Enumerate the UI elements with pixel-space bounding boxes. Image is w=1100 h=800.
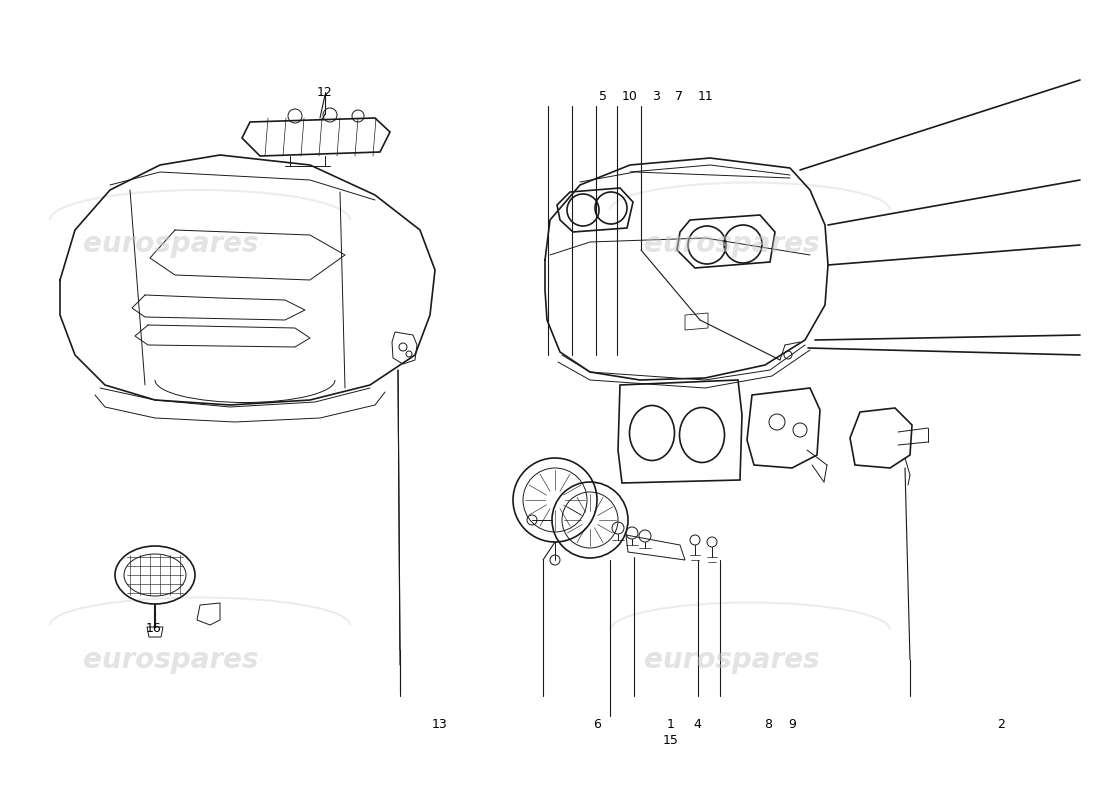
Text: 15: 15 <box>663 734 679 746</box>
Text: 13: 13 <box>432 718 448 730</box>
Text: eurospares: eurospares <box>644 230 820 258</box>
Text: 9: 9 <box>788 718 796 730</box>
Text: eurospares: eurospares <box>644 646 820 674</box>
Text: 1: 1 <box>667 718 675 730</box>
Text: 7: 7 <box>674 90 683 102</box>
Text: 3: 3 <box>651 90 660 102</box>
Text: 12: 12 <box>317 86 332 98</box>
Text: eurospares: eurospares <box>82 646 258 674</box>
Text: 2: 2 <box>997 718 1005 730</box>
Text: 5: 5 <box>598 90 607 102</box>
Text: 4: 4 <box>693 718 702 730</box>
Text: eurospares: eurospares <box>82 230 258 258</box>
Text: 8: 8 <box>763 718 772 730</box>
Text: 6: 6 <box>593 718 602 730</box>
Text: 10: 10 <box>621 90 637 102</box>
Text: 16: 16 <box>146 622 162 634</box>
Text: 11: 11 <box>697 90 713 102</box>
